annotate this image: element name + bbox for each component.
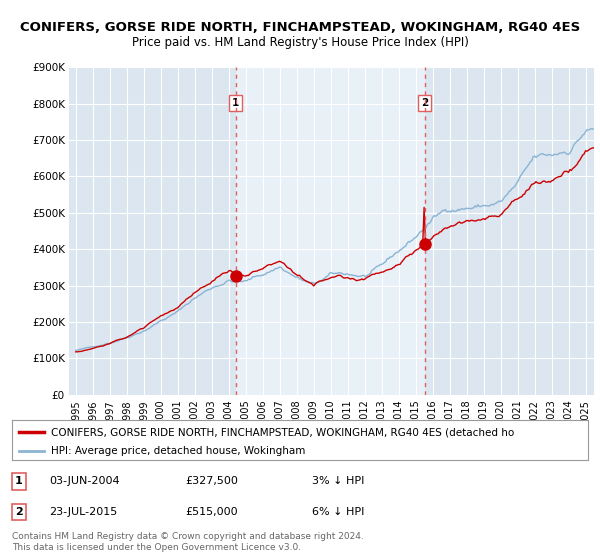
Text: 23-JUL-2015: 23-JUL-2015 (49, 507, 118, 517)
Text: CONIFERS, GORSE RIDE NORTH, FINCHAMPSTEAD, WOKINGHAM, RG40 4ES (detached ho: CONIFERS, GORSE RIDE NORTH, FINCHAMPSTEA… (51, 427, 514, 437)
Text: This data is licensed under the Open Government Licence v3.0.: This data is licensed under the Open Gov… (12, 543, 301, 552)
Bar (236, 67, 425, 395)
Text: HPI: Average price, detached house, Wokingham: HPI: Average price, detached house, Woki… (51, 446, 305, 456)
Text: 03-JUN-2004: 03-JUN-2004 (49, 477, 120, 486)
Text: CONIFERS, GORSE RIDE NORTH, FINCHAMPSTEAD, WOKINGHAM, RG40 4ES: CONIFERS, GORSE RIDE NORTH, FINCHAMPSTEA… (20, 21, 580, 34)
Text: 1: 1 (15, 477, 23, 486)
Text: £327,500: £327,500 (185, 477, 238, 486)
Text: 6% ↓ HPI: 6% ↓ HPI (311, 507, 364, 517)
Text: £515,000: £515,000 (185, 507, 238, 517)
Text: Contains HM Land Registry data © Crown copyright and database right 2024.: Contains HM Land Registry data © Crown c… (12, 532, 364, 541)
Text: 2: 2 (421, 98, 428, 108)
Text: 1: 1 (232, 98, 239, 108)
Text: 2: 2 (15, 507, 23, 517)
Text: 3% ↓ HPI: 3% ↓ HPI (311, 477, 364, 486)
Text: Price paid vs. HM Land Registry's House Price Index (HPI): Price paid vs. HM Land Registry's House … (131, 36, 469, 49)
